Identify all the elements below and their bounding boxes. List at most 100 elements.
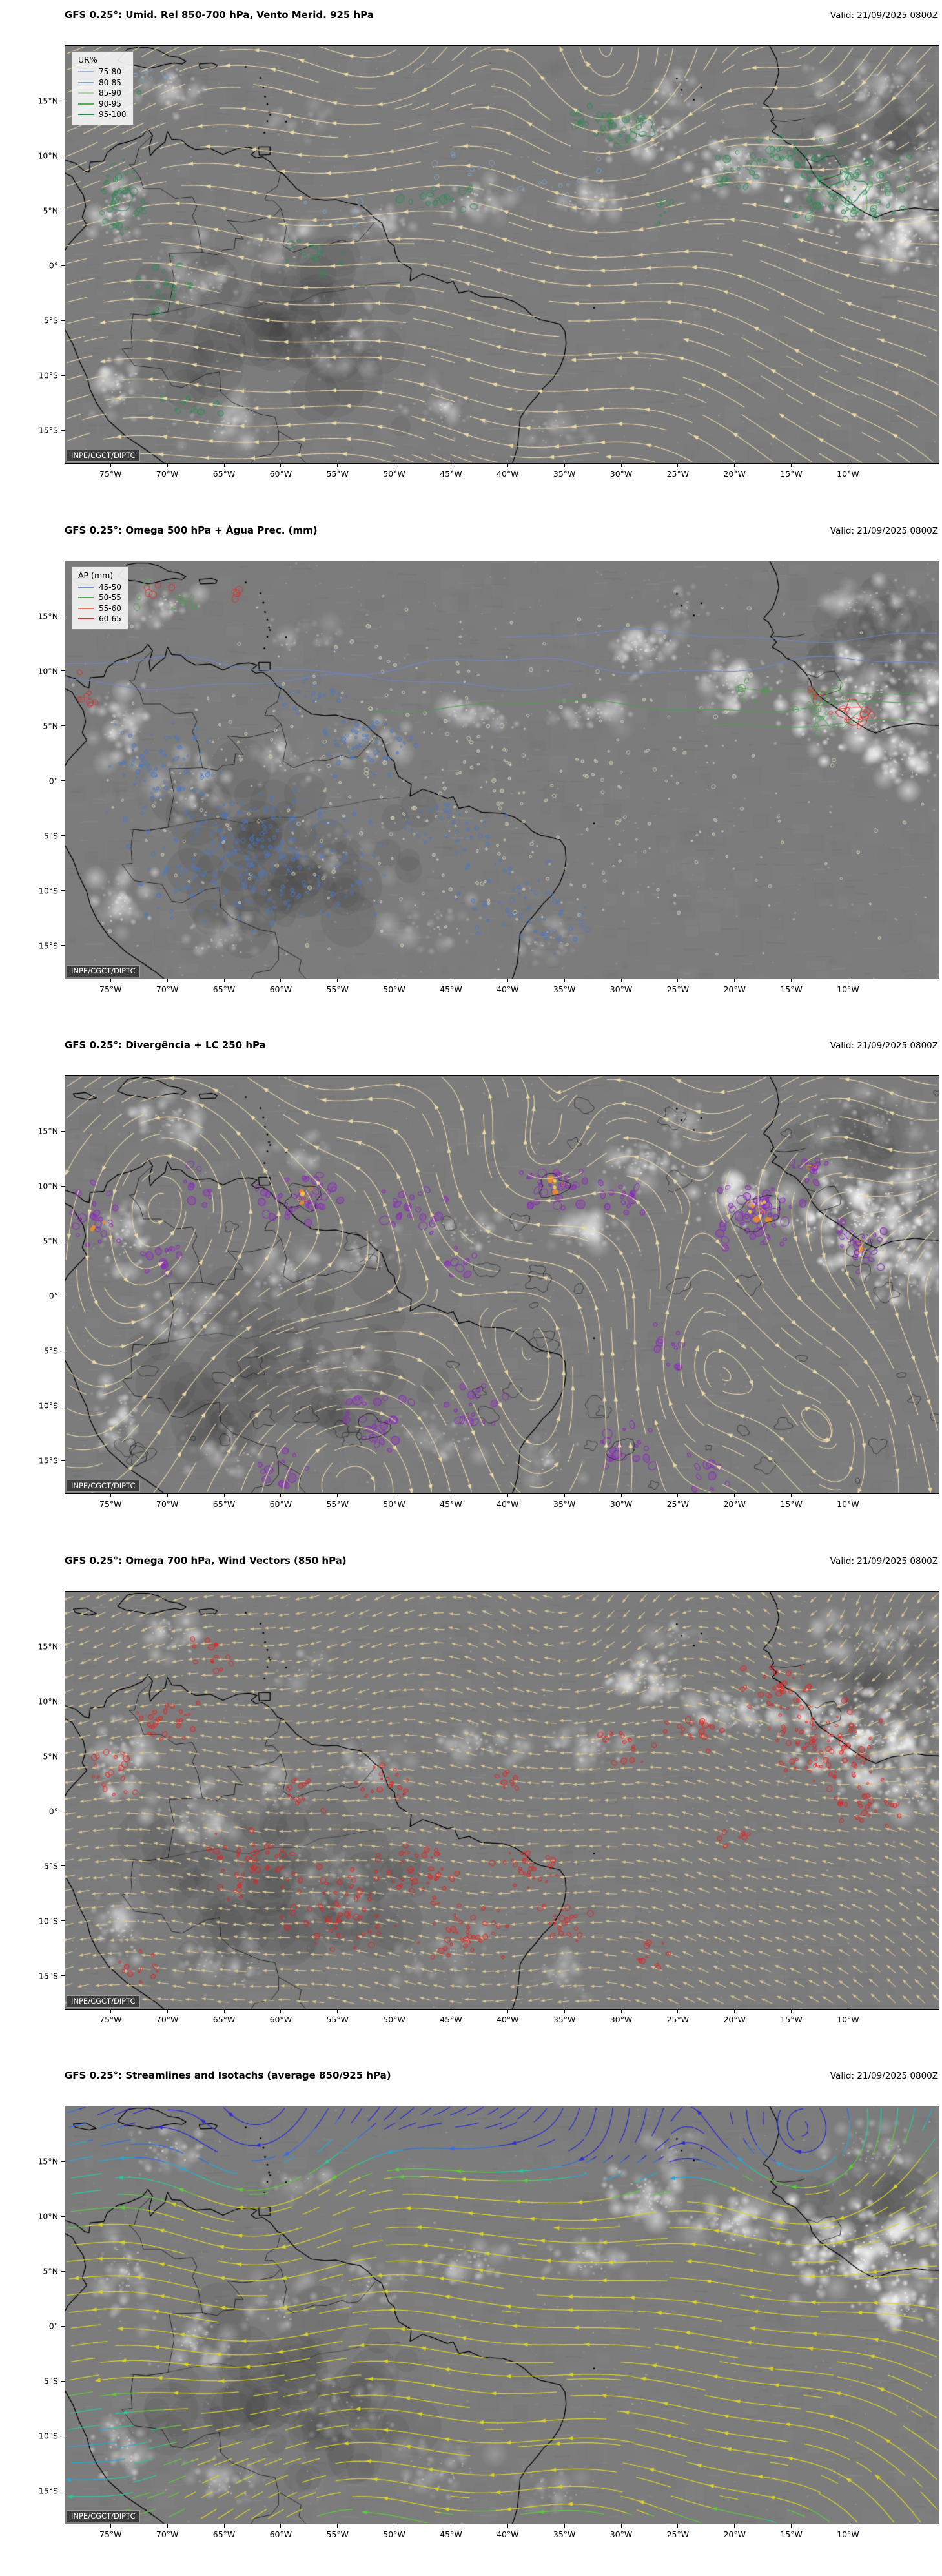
lon-tick-label: 10°W xyxy=(837,1499,859,1510)
lat-tick-mark xyxy=(61,430,65,431)
lon-tick-label: 40°W xyxy=(497,984,519,994)
map-legend: UR% 75-80 80-85 85-90 90-95 95-100 xyxy=(72,51,134,125)
lon-tick-mark xyxy=(507,1493,508,1498)
panel-header: GFS 0.25°: Omega 700 hPa, Wind Vectors (… xyxy=(65,1555,938,1566)
lat-tick-label: 5°N xyxy=(43,205,58,216)
lat-tick-label: 0° xyxy=(48,776,58,786)
legend-item: 90-95 xyxy=(78,99,127,110)
legend-line-swatch xyxy=(78,71,94,73)
panel-header: GFS 0.25°: Umid. Rel 850-700 hPa, Vento … xyxy=(65,9,938,21)
legend-item-label: 95-100 xyxy=(99,110,127,119)
lon-tick-mark xyxy=(223,463,225,467)
lat-tick-label: 5°N xyxy=(43,1751,58,1761)
satellite-map-canvas xyxy=(65,46,939,463)
lon-tick-label: 20°W xyxy=(723,984,746,994)
lon-tick-mark xyxy=(677,1493,679,1498)
lon-tick-label: 65°W xyxy=(212,469,236,479)
lon-tick-mark xyxy=(223,2008,225,2013)
lon-tick-label: 15°W xyxy=(780,2529,803,2540)
lon-tick-label: 45°W xyxy=(440,1499,462,1510)
lon-tick-label: 50°W xyxy=(383,1499,405,1510)
lon-tick-label: 20°W xyxy=(723,469,746,479)
lon-tick-mark xyxy=(337,2008,338,2013)
legend-item: 55-60 xyxy=(78,603,121,614)
lat-tick-mark xyxy=(61,725,65,727)
lat-tick-label: 15°N xyxy=(37,1641,58,1652)
lon-tick-mark xyxy=(223,978,225,982)
lon-tick-mark xyxy=(677,2524,679,2528)
lon-tick-label: 40°W xyxy=(497,469,519,479)
lon-tick-mark xyxy=(734,1493,735,1498)
panel-header: GFS 0.25°: Omega 500 hPa + Água Prec. (m… xyxy=(65,525,938,536)
lon-tick-mark xyxy=(110,1493,111,1498)
credit-badge: INPE/CGCT/DIPTC xyxy=(67,964,140,977)
lon-tick-label: 25°W xyxy=(666,2529,690,2540)
lat-tick-mark xyxy=(61,835,65,836)
lat-tick-label: 15°S xyxy=(38,425,58,435)
panel-streamlines-isotachs: GFS 0.25°: Streamlines and Isotachs (ave… xyxy=(0,2061,942,2576)
lon-tick-mark xyxy=(677,978,679,982)
panel-title: GFS 0.25°: Omega 700 hPa, Wind Vectors (… xyxy=(65,1554,347,1566)
lat-tick-label: 5°S xyxy=(43,2376,58,2386)
lat-tick-label: 5°N xyxy=(43,721,58,731)
lon-tick-label: 55°W xyxy=(326,469,349,479)
panel-title: GFS 0.25°: Streamlines and Isotachs (ave… xyxy=(65,2070,391,2082)
lon-tick-mark xyxy=(734,463,735,467)
lon-tick-mark xyxy=(280,463,282,467)
legend-item: 85-90 xyxy=(78,88,127,99)
lon-tick-label: 25°W xyxy=(666,469,690,479)
lon-tick-label: 25°W xyxy=(666,1499,690,1510)
lon-tick-label: 50°W xyxy=(383,2529,405,2540)
lat-tick-mark xyxy=(61,1130,65,1132)
lat-tick-mark xyxy=(61,2161,65,2162)
legend-item-label: 60-65 xyxy=(99,614,121,624)
lat-tick-label: 5°S xyxy=(43,1345,58,1356)
lon-tick-mark xyxy=(167,1493,168,1498)
lat-tick-mark xyxy=(61,1185,65,1187)
lat-tick-label: 15°N xyxy=(37,1126,58,1136)
lat-tick-mark xyxy=(61,1920,65,1922)
lon-tick-label: 50°W xyxy=(383,2014,405,2024)
legend-line-swatch xyxy=(78,81,94,83)
lat-tick-mark xyxy=(61,2270,65,2272)
lon-tick-label: 65°W xyxy=(212,984,236,994)
lon-tick-mark xyxy=(223,1493,225,1498)
lon-tick-label: 35°W xyxy=(553,2529,576,2540)
valid-time-label: Valid: 21/09/2025 0800Z xyxy=(830,1041,938,1052)
legend-line-swatch xyxy=(78,586,94,588)
panel-divergencia-lc250: GFS 0.25°: Divergência + LC 250 hPa Vali… xyxy=(0,1030,942,1546)
legend-item-label: 55-60 xyxy=(99,603,121,613)
legend-line-swatch xyxy=(78,597,94,599)
lon-tick-label: 30°W xyxy=(609,2014,633,2024)
lon-tick-mark xyxy=(564,2524,565,2528)
lon-tick-mark xyxy=(734,978,735,982)
legend-item: 45-50 xyxy=(78,582,121,593)
lat-tick-label: 5°S xyxy=(43,1861,58,1871)
map-area: AP (mm) 45-50 50-55 55-60 60-65 INPE/CGCT/DI… xyxy=(37,560,939,994)
lat-tick-label: 15°S xyxy=(38,2486,58,2496)
lon-tick-label: 20°W xyxy=(723,2014,746,2024)
lat-tick-label: 10°S xyxy=(38,1400,58,1411)
lat-tick-label: 0° xyxy=(48,2321,58,2331)
lat-tick-label: 0° xyxy=(48,260,58,271)
lon-tick-label: 15°W xyxy=(780,1499,803,1510)
lat-tick-label: 5°S xyxy=(43,315,58,326)
lon-tick-mark xyxy=(791,978,792,982)
map-legend: AP (mm) 45-50 50-55 55-60 60-65 xyxy=(72,566,128,630)
lon-tick-mark xyxy=(337,463,338,467)
legend-item-label: 50-55 xyxy=(99,593,121,603)
lon-tick-mark xyxy=(791,2008,792,2013)
lon-tick-mark xyxy=(167,463,168,467)
lon-tick-label: 15°W xyxy=(780,984,803,994)
lon-tick-mark xyxy=(223,2524,225,2528)
lon-tick-mark xyxy=(791,2524,792,2528)
lon-tick-mark xyxy=(791,463,792,467)
map-area: UR% 75-80 80-85 85-90 90-95 95-100 INPE/CGCT/… xyxy=(37,45,939,479)
lon-tick-label: 55°W xyxy=(326,2014,349,2024)
lon-tick-label: 55°W xyxy=(326,984,349,994)
legend-item-label: 75-80 xyxy=(99,67,121,76)
lon-tick-mark xyxy=(677,463,679,467)
lon-tick-label: 70°W xyxy=(156,469,179,479)
lon-tick-mark xyxy=(280,2008,282,2013)
map-area: INPE/CGCT/DIPTC 15°N 10°N 5°N 0° 5°S 10°S 15°S… xyxy=(37,2106,939,2539)
